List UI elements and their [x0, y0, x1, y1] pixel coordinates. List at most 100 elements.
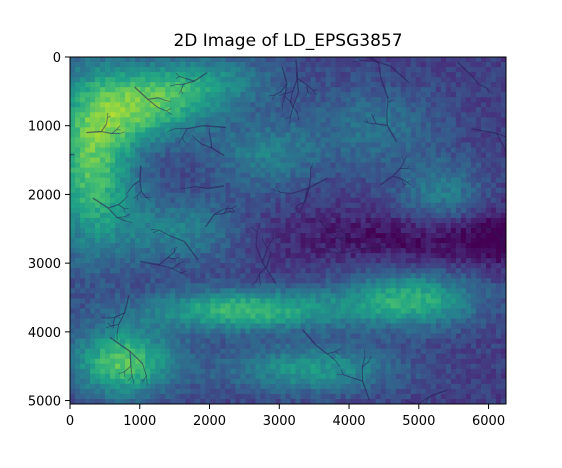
- terrain-cell: [180, 222, 186, 229]
- terrain-cell: [245, 82, 251, 88]
- terrain-cell: [340, 197, 347, 204]
- terrain-cell: [400, 142, 407, 148]
- terrain-cell: [205, 112, 211, 118]
- terrain-cell: [165, 313, 171, 319]
- terrain-cell: [90, 273, 96, 279]
- terrain-cell: [325, 308, 331, 314]
- terrain-cell: [140, 87, 146, 93]
- terrain-cell: [425, 57, 432, 63]
- terrain-cell: [480, 278, 487, 284]
- terrain-cell: [405, 132, 412, 138]
- terrain-cell: [320, 67, 326, 73]
- terrain-cell: [350, 97, 357, 103]
- terrain-cell: [225, 253, 231, 259]
- terrain-cell: [115, 222, 121, 229]
- terrain-cell: [405, 207, 412, 214]
- terrain-cell: [125, 147, 131, 153]
- terrain-cell: [490, 318, 497, 324]
- terrain-cell: [320, 233, 326, 239]
- terrain-cell: [200, 338, 206, 345]
- terrain-cell: [245, 127, 251, 133]
- terrain-cell: [230, 117, 236, 123]
- terrain-cell: [125, 263, 131, 269]
- terrain-cell: [125, 217, 131, 224]
- terrain-cell: [155, 343, 161, 350]
- terrain-cell: [350, 202, 357, 209]
- terrain-cell: [375, 258, 382, 264]
- terrain-cell: [195, 293, 201, 299]
- terrain-cell: [110, 343, 116, 350]
- terrain-cell: [170, 273, 176, 279]
- terrain-cell: [230, 152, 236, 158]
- terrain-cell: [405, 152, 412, 158]
- terrain-cell: [375, 132, 382, 138]
- terrain-cell: [135, 268, 141, 274]
- terrain-cell: [175, 177, 181, 184]
- terrain-cell: [345, 77, 352, 83]
- terrain-cell: [140, 162, 146, 169]
- terrain-cell: [145, 343, 151, 350]
- terrain-cell: [165, 308, 171, 314]
- terrain-cell: [315, 308, 321, 314]
- terrain-cell: [360, 268, 367, 274]
- terrain-cell: [75, 288, 81, 294]
- terrain-cell: [435, 127, 442, 133]
- terrain-cell: [435, 97, 442, 103]
- terrain-cell: [215, 268, 221, 274]
- terrain-cell: [405, 328, 412, 334]
- terrain-cell: [230, 313, 236, 319]
- terrain-cell: [295, 172, 301, 179]
- terrain-cell: [245, 212, 251, 219]
- terrain-cell: [120, 192, 126, 199]
- terrain-cell: [405, 283, 412, 289]
- terrain-cell: [295, 248, 301, 254]
- terrain-cell: [265, 77, 271, 83]
- terrain-cell: [230, 102, 236, 108]
- terrain-cell: [235, 162, 241, 169]
- terrain-cell: [315, 268, 321, 274]
- terrain-cell: [430, 87, 437, 93]
- terrain-cell: [255, 147, 261, 153]
- terrain-cell: [150, 273, 156, 279]
- terrain-cell: [345, 62, 352, 68]
- terrain-cell: [115, 97, 121, 103]
- terrain-cell: [245, 187, 251, 194]
- terrain-cell: [165, 117, 171, 123]
- terrain-cell: [320, 152, 326, 158]
- terrain-cell: [415, 243, 422, 249]
- terrain-cell: [220, 102, 226, 108]
- terrain-cell: [465, 142, 472, 148]
- terrain-cell: [390, 207, 397, 214]
- terrain-cell: [320, 207, 326, 214]
- terrain-cell: [380, 167, 387, 174]
- terrain-cell: [150, 157, 156, 164]
- terrain-cell: [445, 273, 452, 279]
- terrain-cell: [410, 273, 417, 279]
- terrain-cell: [375, 162, 382, 169]
- terrain-cell: [155, 147, 161, 153]
- terrain-cell: [400, 77, 407, 83]
- terrain-cell: [415, 303, 422, 309]
- terrain-cell: [175, 202, 181, 209]
- terrain-cell: [140, 132, 146, 138]
- terrain-cell: [335, 202, 342, 209]
- terrain-cell: [340, 127, 347, 133]
- terrain-cell: [330, 62, 337, 68]
- terrain-cell: [115, 152, 121, 158]
- terrain-cell: [450, 217, 457, 224]
- terrain-cell: [490, 263, 497, 269]
- terrain-cell: [320, 112, 326, 118]
- terrain-cell: [315, 227, 321, 234]
- terrain-cell: [125, 162, 131, 169]
- terrain-cell: [450, 147, 457, 153]
- terrain-cell: [85, 152, 91, 158]
- terrain-cell: [210, 318, 216, 324]
- terrain-cell: [100, 72, 106, 78]
- terrain-cell: [370, 97, 377, 103]
- terrain-cell: [220, 217, 226, 224]
- terrain-cell: [130, 303, 136, 309]
- terrain-cell: [325, 92, 331, 98]
- terrain-cell: [145, 177, 151, 184]
- terrain-cell: [270, 97, 276, 103]
- terrain-cell: [200, 62, 206, 68]
